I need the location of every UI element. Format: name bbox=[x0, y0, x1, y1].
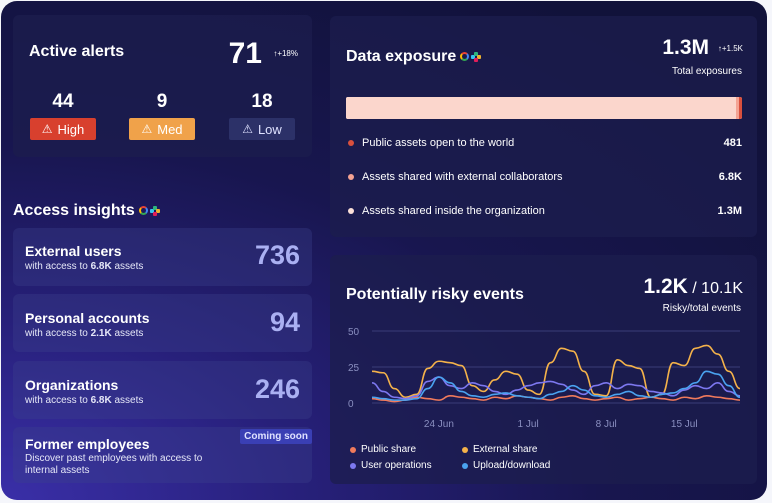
legend-public-share[interactable]: Public share bbox=[350, 444, 416, 455]
exposure-label: Assets shared with external collaborator… bbox=[362, 171, 563, 183]
low-count: 18 bbox=[251, 91, 273, 112]
insight-organizations[interactable]: Organizations with access to 6.8K assets… bbox=[13, 361, 312, 419]
warning-icon: ⚠ bbox=[41, 122, 53, 136]
google-icon bbox=[460, 52, 470, 62]
risky-events-sub: Risky/total events bbox=[662, 303, 741, 314]
insight-personal-accounts[interactable]: Personal accounts with access to 2.1K as… bbox=[13, 294, 312, 352]
data-exposure-title: Data exposure bbox=[346, 48, 482, 66]
legend-dot bbox=[350, 446, 356, 453]
x-tick-label: 1 Jul bbox=[518, 419, 539, 430]
high-badge[interactable]: ⚠ High bbox=[30, 118, 96, 140]
access-insights-title: Access insights bbox=[13, 202, 160, 220]
insight-value: 94 bbox=[269, 307, 300, 337]
data-exposure-total: 1.3M bbox=[662, 36, 709, 59]
active-alerts-card[interactable]: Active alerts 71 ↑+18% 44 ⚠ High 9 ⚠ Med… bbox=[13, 15, 312, 157]
legend-dot bbox=[348, 174, 354, 180]
google-icon bbox=[138, 206, 148, 216]
data-exposure-delta: ↑+1.5K bbox=[717, 44, 743, 53]
x-tick-label: 15 Jul bbox=[671, 419, 698, 430]
insight-subtitle: with access to 6.8K assets bbox=[25, 395, 144, 406]
exposure-value: 1.3M bbox=[717, 205, 742, 217]
x-tick-label: 24 Jun bbox=[424, 419, 454, 430]
med-label: Med bbox=[157, 121, 183, 137]
insight-subtitle: with access to 2.1K assets bbox=[25, 328, 144, 339]
insight-value: 246 bbox=[254, 374, 300, 404]
insight-external-users[interactable]: External users with access to 6.8K asset… bbox=[13, 228, 312, 286]
warning-icon: ⚠ bbox=[141, 122, 153, 136]
insight-title: External users bbox=[25, 243, 122, 259]
warning-icon: ⚠ bbox=[242, 122, 253, 136]
series-line-external-share[interactable] bbox=[371, 344, 741, 399]
data-exposure-label: Data exposure bbox=[346, 48, 457, 65]
risky-events-chart[interactable]: 50 25 0 24 Jun 1 Jul 8 Jul 15 Jul bbox=[338, 321, 749, 435]
insight-description: Discover past employees with access to i… bbox=[25, 453, 203, 476]
y-tick-label: 0 bbox=[348, 399, 354, 410]
y-tick-label: 25 bbox=[348, 363, 360, 374]
active-alerts-total: 71 bbox=[228, 37, 262, 70]
legend-dot bbox=[462, 446, 468, 453]
access-insights-label: Access insights bbox=[13, 202, 135, 219]
exposure-value: 6.8K bbox=[718, 171, 742, 183]
insight-title: Organizations bbox=[25, 377, 119, 393]
exposure-bar-internal bbox=[346, 97, 736, 119]
legend-label: Upload/download bbox=[473, 460, 551, 471]
low-label: Low bbox=[257, 121, 282, 137]
slack-icon bbox=[149, 205, 160, 216]
insight-value: 736 bbox=[254, 240, 300, 270]
total-count: / 10.1K bbox=[687, 280, 743, 297]
series-line-user-operations[interactable] bbox=[371, 376, 741, 400]
risky-events-count: 1.2K / 10.1K bbox=[643, 275, 743, 299]
x-tick-label: 8 Jul bbox=[596, 419, 617, 430]
coming-soon-badge: Coming soon bbox=[240, 429, 312, 444]
risky-events-card[interactable]: Potentially risky events 1.2K / 10.1K Ri… bbox=[330, 255, 757, 484]
exposure-bar bbox=[346, 97, 742, 119]
insight-title: Personal accounts bbox=[25, 310, 150, 326]
exposure-value: 481 bbox=[723, 137, 742, 149]
legend-label: Public share bbox=[361, 444, 417, 455]
exposure-label: Assets shared inside the organization bbox=[362, 205, 545, 217]
high-count: 44 bbox=[52, 91, 74, 112]
insight-subtitle: with access to 6.8K assets bbox=[25, 261, 144, 272]
legend-user-operations[interactable]: User operations bbox=[350, 460, 432, 471]
med-badge[interactable]: ⚠ Med bbox=[129, 118, 195, 140]
legend-label: External share bbox=[473, 444, 538, 455]
legend-label: User operations bbox=[361, 460, 432, 471]
series-line-public-share[interactable] bbox=[371, 394, 741, 403]
insight-former-employees[interactable]: Former employees Coming soon Discover pa… bbox=[13, 427, 312, 483]
risky-count: 1.2K bbox=[643, 275, 688, 298]
data-exposure-total-label: Total exposures bbox=[671, 66, 742, 77]
legend-dot bbox=[350, 462, 356, 469]
insight-title: Former employees bbox=[25, 436, 150, 452]
exposure-row-external[interactable]: Assets shared with external collaborator… bbox=[348, 171, 742, 183]
legend-dot bbox=[348, 208, 354, 214]
exposure-bar-world bbox=[739, 97, 742, 119]
exposure-row-world[interactable]: Public assets open to the world 481 bbox=[348, 137, 742, 149]
risky-events-title: Potentially risky events bbox=[346, 286, 524, 303]
legend-upload-download[interactable]: Upload/download bbox=[462, 460, 550, 471]
active-alerts-title: Active alerts bbox=[29, 43, 125, 60]
high-label: High bbox=[57, 121, 85, 137]
exposure-label: Public assets open to the world bbox=[362, 137, 515, 149]
legend-external-share[interactable]: External share bbox=[462, 444, 537, 455]
exposure-row-internal[interactable]: Assets shared inside the organization 1.… bbox=[348, 205, 742, 217]
series-line-upload-download[interactable] bbox=[371, 370, 741, 401]
data-exposure-card[interactable]: Data exposure 1.3M ↑+1.5K Total exposure… bbox=[330, 16, 757, 237]
legend-dot bbox=[348, 140, 354, 146]
low-badge[interactable]: ⚠ Low bbox=[229, 118, 295, 140]
med-count: 9 bbox=[156, 91, 168, 112]
y-tick-label: 50 bbox=[348, 327, 360, 338]
slack-icon bbox=[471, 51, 482, 62]
legend-dot bbox=[462, 462, 468, 469]
active-alerts-delta: ↑+18% bbox=[273, 49, 298, 58]
exposure-bar-external bbox=[736, 97, 739, 119]
